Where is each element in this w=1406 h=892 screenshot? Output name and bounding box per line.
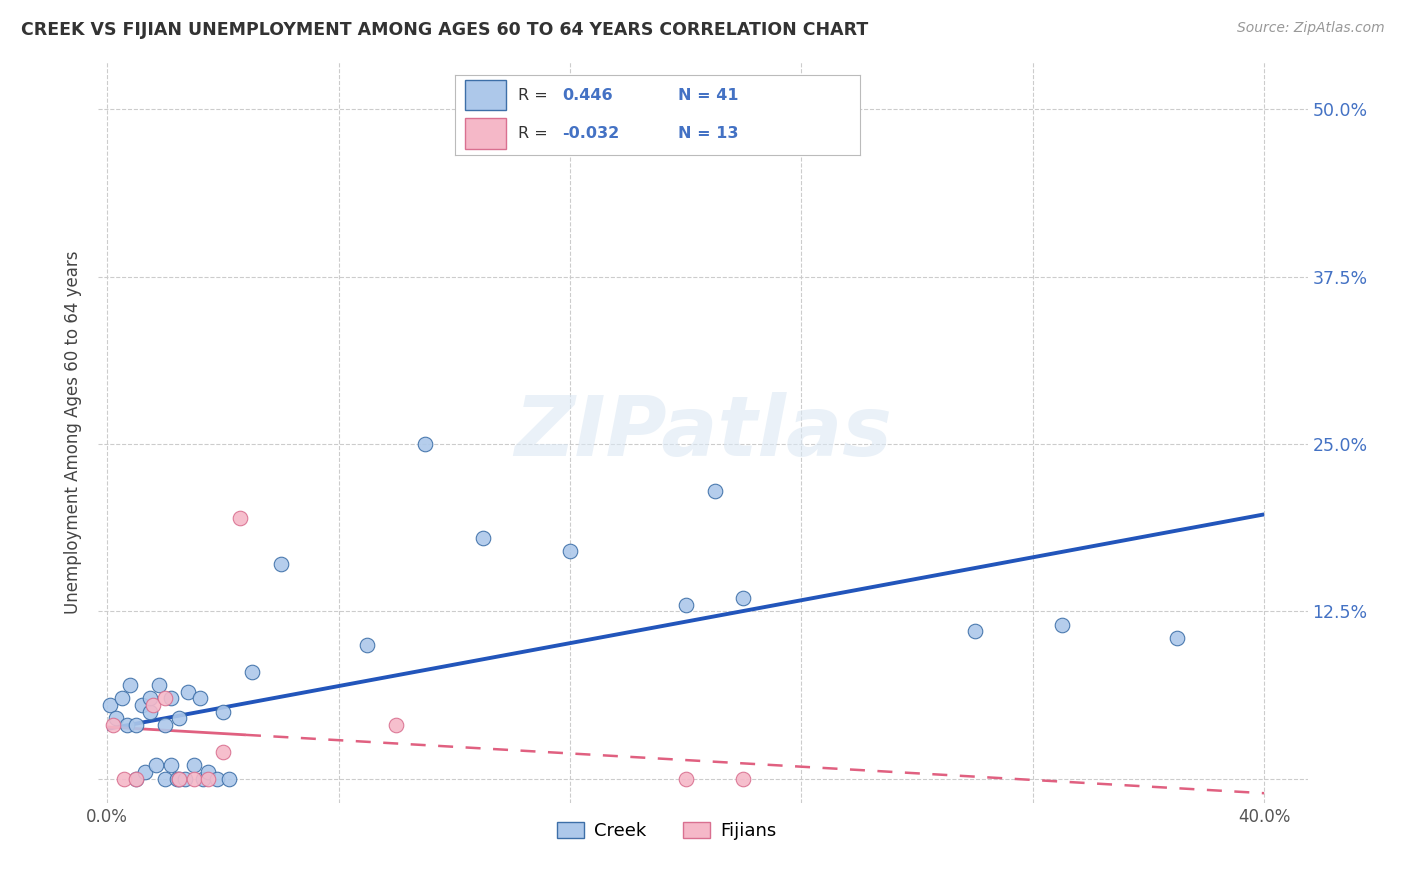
Point [169, 772, 191, 786]
Point [104, 711, 127, 725]
Point [131, 698, 153, 712]
Point [1166, 631, 1188, 645]
Point [169, 711, 191, 725]
Point [356, 638, 378, 652]
Point [159, 758, 181, 772]
Point [472, 531, 495, 545]
Point [385, 718, 408, 732]
Point [169, 772, 191, 786]
Point [139, 705, 162, 719]
Point [675, 598, 697, 612]
Text: ZIPatlas: ZIPatlas [515, 392, 891, 473]
Point [211, 745, 233, 759]
Point [177, 684, 200, 698]
Point [733, 591, 755, 605]
Point [98, 698, 121, 712]
Point [153, 772, 176, 786]
Point [159, 691, 181, 706]
Point [211, 705, 233, 719]
Text: Source: ZipAtlas.com: Source: ZipAtlas.com [1237, 21, 1385, 35]
Point [114, 772, 136, 786]
Point [134, 764, 156, 779]
Point [183, 758, 205, 772]
Point [229, 510, 252, 524]
Point [174, 772, 197, 786]
Point [191, 772, 214, 786]
Y-axis label: Unemployment Among Ages 60 to 64 years: Unemployment Among Ages 60 to 64 years [65, 251, 83, 615]
Point [1050, 617, 1073, 632]
Point [270, 558, 292, 572]
Point [183, 772, 205, 786]
Point [218, 772, 240, 786]
Point [117, 718, 139, 732]
Point [188, 691, 211, 706]
Point [166, 772, 188, 786]
Point [145, 758, 167, 772]
Point [125, 772, 148, 786]
Point [142, 698, 165, 712]
Text: CREEK VS FIJIAN UNEMPLOYMENT AMONG AGES 60 TO 64 YEARS CORRELATION CHART: CREEK VS FIJIAN UNEMPLOYMENT AMONG AGES … [21, 21, 869, 38]
Point [139, 691, 162, 706]
Point [205, 772, 228, 786]
Point [733, 772, 755, 786]
Point [240, 665, 263, 679]
Legend: Creek, Fijians: Creek, Fijians [550, 814, 785, 847]
Point [153, 691, 176, 706]
Point [125, 772, 148, 786]
Point [197, 772, 219, 786]
Point [101, 718, 124, 732]
Point [703, 483, 725, 498]
Point [125, 718, 148, 732]
Point [197, 764, 219, 779]
Point [153, 718, 176, 732]
Point [110, 691, 132, 706]
Point [675, 772, 697, 786]
Point [413, 437, 436, 451]
Point [558, 544, 581, 558]
Point [148, 678, 170, 692]
Point [120, 678, 142, 692]
Point [963, 624, 986, 639]
